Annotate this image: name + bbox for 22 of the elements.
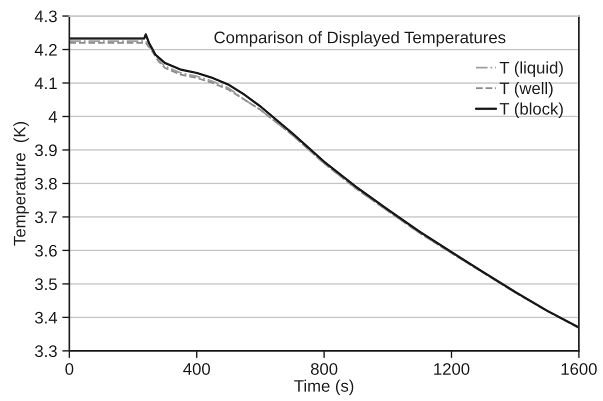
- x-tick-label: 400: [183, 363, 210, 375]
- y-tick-label: 4: [48, 111, 58, 123]
- y-tick-label: 3.6: [35, 244, 57, 257]
- legend-label: T (liquid): [500, 61, 563, 77]
- y-tick-label: 3.5: [35, 278, 57, 290]
- y-tick-label: 3.9: [35, 144, 57, 156]
- text: Comparison of Displayed Temperatures: [214, 31, 506, 47]
- y-axis-title: Temperature (K): [13, 122, 29, 246]
- x-tick-label: 800: [310, 363, 338, 375]
- y-tick-label: 3.4: [35, 312, 58, 324]
- legend-label: T (block): [500, 102, 563, 118]
- x-tick-label: 1200: [434, 363, 470, 375]
- legend-label: T (well): [500, 82, 553, 98]
- y-tick-label: 4.3: [34, 10, 57, 22]
- x-tick-label: 0: [65, 363, 74, 375]
- y-tick-label: 4.1: [34, 78, 57, 90]
- x-axis-title: Time (s): [294, 380, 354, 396]
- y-tick-label: 4.2: [34, 44, 57, 56]
- x-tick-label: 1600: [562, 363, 597, 375]
- y-tick-label: 3.7: [35, 211, 57, 224]
- y-tick-label: 3.8: [35, 178, 57, 190]
- y-tick-label: 3.3: [35, 345, 57, 358]
